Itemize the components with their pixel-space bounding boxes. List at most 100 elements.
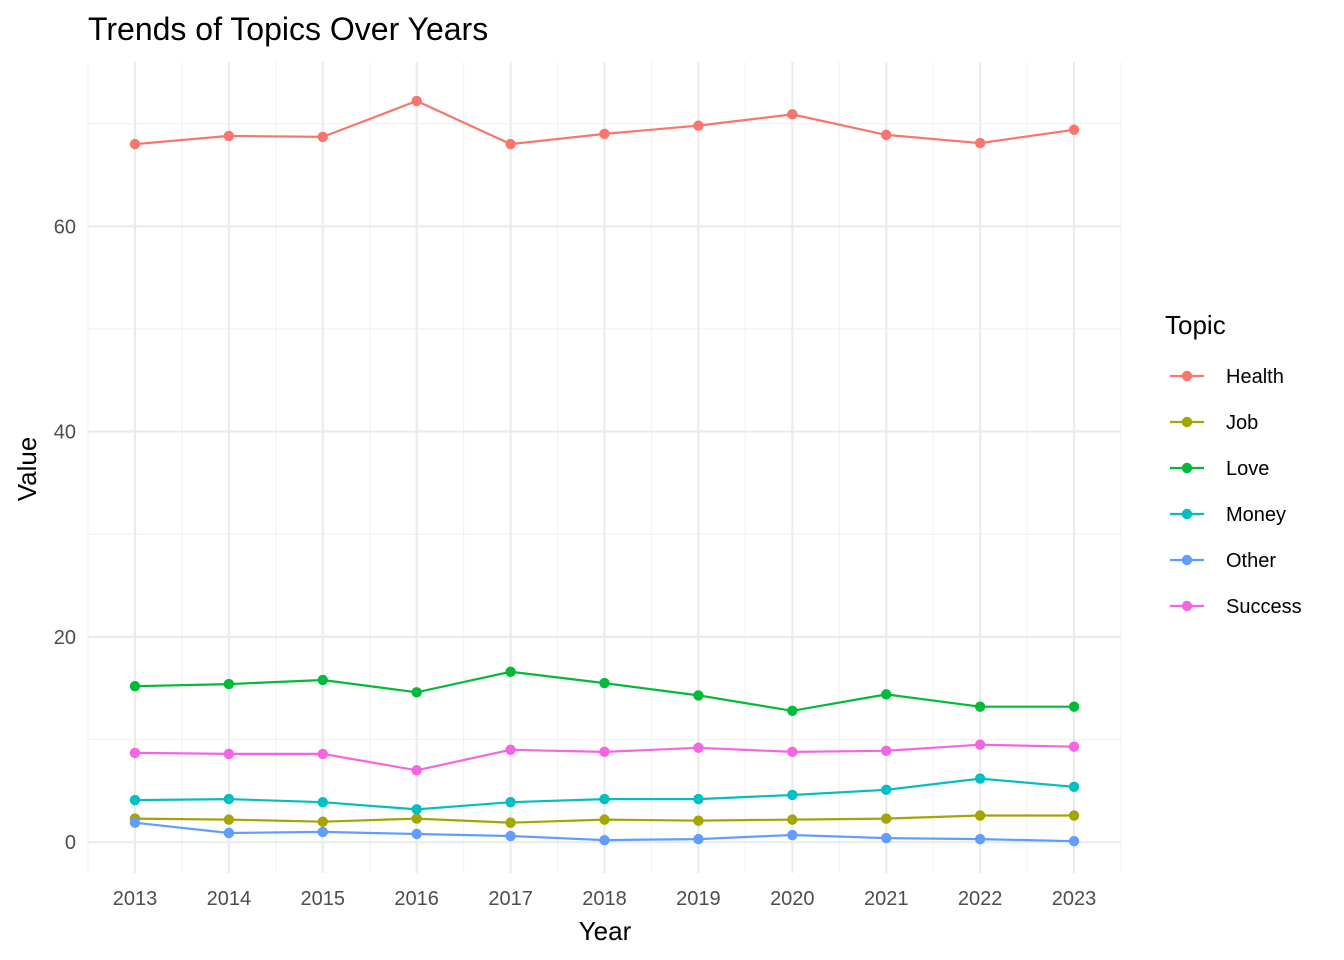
data-point-success: [881, 745, 892, 757]
series-group: [129, 95, 1080, 847]
legend-label: Other: [1226, 550, 1276, 572]
data-point-job: [787, 814, 798, 825]
y-tick-label: 0: [65, 832, 76, 854]
x-tick-label: 2022: [958, 888, 1003, 910]
data-point-love: [223, 678, 235, 690]
data-point-love: [411, 687, 422, 698]
data-point-money: [129, 794, 141, 806]
data-point-money: [411, 804, 422, 815]
data-point-love: [787, 705, 798, 716]
x-tick-label: 2018: [582, 888, 627, 910]
x-tick-label: 2021: [864, 888, 909, 910]
data-point-job: [1068, 810, 1080, 821]
legend-item-money: Money: [1170, 504, 1286, 526]
x-tick-label: 2014: [207, 888, 252, 910]
data-point-money: [317, 796, 328, 808]
data-point-success: [317, 748, 328, 760]
data-point-other: [505, 830, 516, 842]
data-point-love: [1068, 701, 1080, 712]
data-point-money: [1068, 781, 1080, 792]
axis-ticks: 0 20 40 60 2013 2014 2015 2016 2017 2018 2019 2020 2…: [54, 216, 1097, 910]
y-axis-title: Value: [12, 437, 42, 502]
series-success: [129, 739, 1080, 776]
data-point-success: [223, 748, 235, 760]
data-point-success: [505, 744, 516, 756]
data-point-health: [129, 138, 141, 150]
data-point-job: [411, 813, 422, 824]
legend-label: Health: [1226, 366, 1284, 388]
legend-key-point: [1181, 462, 1193, 474]
data-point-health: [787, 109, 798, 120]
legend-item-health: Health: [1170, 366, 1284, 388]
legend-label: Love: [1226, 458, 1269, 480]
data-point-success: [1068, 741, 1080, 752]
legend-key-point: [1181, 508, 1193, 520]
data-point-job: [317, 816, 328, 827]
data-point-success: [974, 739, 986, 750]
chart-title: Trends of Topics Over Years: [88, 11, 488, 47]
data-point-success: [787, 746, 798, 758]
data-point-health: [1068, 124, 1080, 135]
data-point-love: [317, 674, 328, 686]
data-point-love: [693, 690, 704, 701]
data-point-love: [505, 666, 516, 677]
legend: Topic Health Job Love Money Other Success: [1165, 310, 1302, 618]
x-tick-label: 2016: [394, 888, 439, 910]
data-point-other: [787, 829, 798, 841]
data-point-money: [693, 793, 704, 805]
data-point-other: [1068, 835, 1080, 847]
legend-key-point: [1181, 370, 1193, 382]
data-point-success: [693, 742, 704, 753]
x-tick-label: 2019: [676, 888, 721, 910]
legend-item-other: Other: [1170, 550, 1276, 572]
y-tick-label: 60: [54, 216, 76, 238]
data-point-love: [974, 701, 986, 712]
y-tick-label: 20: [54, 627, 76, 649]
grid: [87, 62, 1122, 873]
data-point-other: [974, 833, 986, 845]
legend-item-love: Love: [1170, 458, 1269, 480]
data-point-other: [693, 833, 704, 845]
data-point-health: [505, 138, 516, 150]
legend-key-point: [1181, 600, 1193, 612]
data-point-job: [223, 814, 235, 825]
legend-key-point: [1181, 554, 1193, 566]
series-other: [129, 817, 1080, 847]
data-point-job: [693, 815, 704, 826]
x-tick-label: 2020: [770, 888, 815, 910]
legend-item-success: Success: [1170, 596, 1302, 618]
data-point-love: [881, 689, 892, 700]
data-point-success: [129, 747, 141, 759]
data-point-money: [974, 773, 986, 784]
data-point-love: [599, 677, 610, 689]
y-tick-label: 40: [54, 422, 76, 444]
data-point-health: [974, 137, 986, 149]
data-point-love: [129, 680, 141, 692]
x-tick-label: 2013: [113, 888, 158, 910]
data-point-money: [881, 784, 892, 796]
legend-key-point: [1181, 416, 1193, 428]
data-point-other: [599, 834, 610, 846]
data-point-health: [411, 95, 422, 107]
legend-title: Topic: [1165, 310, 1226, 340]
data-point-other: [411, 828, 422, 840]
x-tick-label: 2015: [301, 888, 346, 910]
data-point-health: [693, 120, 704, 131]
data-point-health: [317, 131, 328, 143]
x-tick-label: 2017: [488, 888, 533, 910]
x-tick-label: 2023: [1052, 888, 1097, 910]
data-point-money: [223, 793, 235, 805]
data-point-other: [881, 832, 892, 844]
data-point-money: [599, 793, 610, 805]
x-axis-title: Year: [579, 916, 632, 946]
series-job: [129, 810, 1080, 828]
series-health: [129, 95, 1080, 150]
legend-label: Money: [1226, 504, 1286, 526]
data-point-job: [881, 813, 892, 824]
legend-label: Success: [1226, 596, 1302, 618]
legend-label: Job: [1226, 412, 1258, 434]
data-point-money: [787, 789, 798, 801]
data-point-job: [505, 817, 516, 828]
data-point-other: [317, 826, 328, 838]
